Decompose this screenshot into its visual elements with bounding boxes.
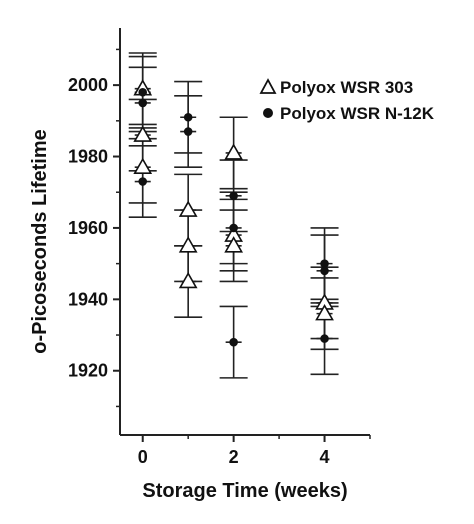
legend-label: Polyox WSR 303 [280,78,413,97]
data-point-circle [138,87,148,97]
y-axis-ticks: 1920 1940 1960 1980 2000 [68,48,120,408]
data-point-circle [229,337,238,347]
data-point-triangle [178,236,198,253]
legend-label: Polyox WSR N-12K [280,104,435,123]
filled-circle-icon [263,108,273,118]
data-point-circle [320,266,329,276]
data-point-triangle [315,304,334,321]
legend: Polyox WSR 303 Polyox WSR N-12K [259,78,435,123]
plot-frame [119,28,370,436]
data-point-triangle [224,236,244,253]
data-markers [133,79,334,347]
y-tick-label: 1980 [68,147,108,167]
x-tick-label: 2 [229,447,239,467]
y-tick-label: 1920 [68,361,108,381]
x-tick-label: 4 [320,447,330,467]
x-axis-title: Storage Time (weeks) [142,480,347,502]
y-tick-label: 1960 [68,218,108,238]
data-point-triangle [133,125,153,142]
data-point-circle [229,223,238,233]
data-point-triangle [178,200,198,217]
data-point-triangle [133,157,153,175]
legend-item-polyox-wsr-n-12k: Polyox WSR N-12K [263,104,435,123]
data-point-circle [138,98,148,108]
data-point-triangle [178,271,198,289]
data-point-circle [183,112,193,122]
x-tick-label: 0 [138,447,148,467]
legend-item-polyox-wsr-303: Polyox WSR 303 [259,78,413,97]
y-tick-label: 1940 [68,289,108,309]
data-point-circle [320,259,329,268]
y-tick-label: 2000 [68,75,108,95]
data-point-circle [320,334,329,343]
open-triangle-icon [259,78,277,94]
error-bars [128,52,339,379]
x-axis-ticks: 0 2 4 [138,435,371,467]
data-point-circle [229,191,238,201]
data-point-circle [138,177,148,186]
data-point-triangle [224,143,244,160]
y-axis-title: o-Picoseconds Lifetime [29,129,51,354]
data-point-circle [183,127,193,136]
